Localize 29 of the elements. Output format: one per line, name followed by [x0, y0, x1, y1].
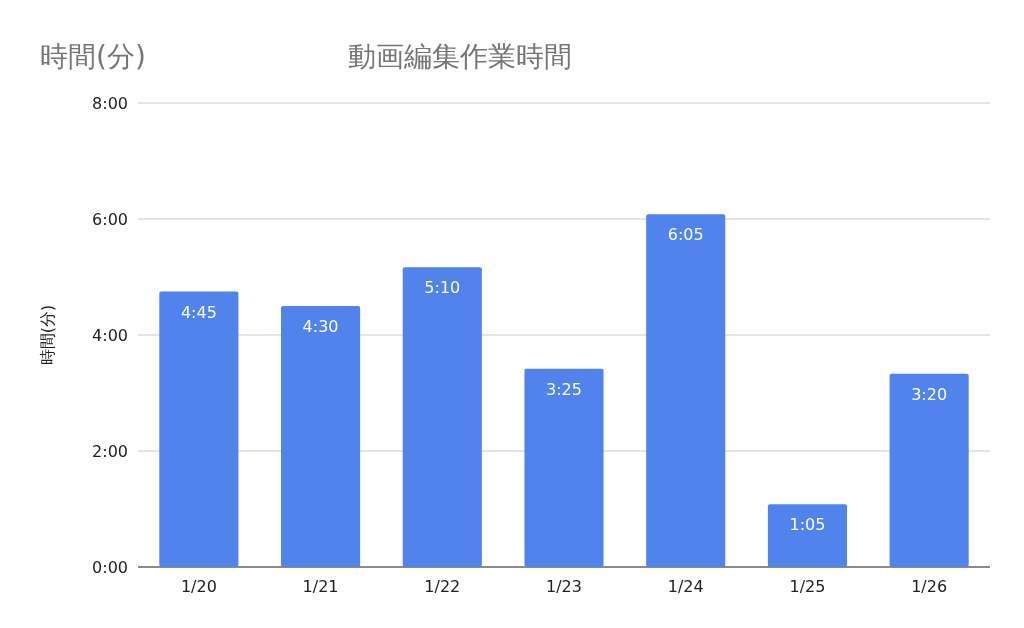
y-tick-label: 0:00 — [92, 558, 128, 577]
bar — [159, 291, 239, 567]
bar — [281, 306, 361, 567]
x-tick-label: 1/20 — [180, 577, 217, 596]
chart-title: 動画編集作業時間 — [348, 40, 572, 73]
x-tick-label: 1/24 — [667, 577, 704, 596]
bar — [402, 267, 482, 567]
y-tick-label: 6:00 — [92, 210, 128, 229]
data-label: 1:05 — [789, 515, 826, 535]
x-tick-label: 1/25 — [789, 577, 826, 596]
bar — [524, 368, 604, 567]
data-label: 3:25 — [546, 379, 582, 399]
data-label: 3:20 — [911, 384, 948, 404]
bar — [646, 214, 726, 567]
data-label: 4:45 — [180, 302, 217, 322]
x-tick-label: 1/21 — [302, 577, 339, 596]
data-label: 5:10 — [424, 278, 461, 298]
x-tick-label: 1/22 — [424, 577, 461, 596]
y-tick-label: 8:00 — [92, 94, 128, 113]
data-label: 6:05 — [667, 225, 704, 245]
y-tick-label: 2:00 — [92, 442, 128, 461]
bar — [889, 373, 969, 567]
data-label: 4:30 — [302, 317, 339, 336]
y-axis-title: 時間(分) — [38, 304, 57, 366]
bar — [767, 504, 847, 567]
x-tick-label: 1/23 — [546, 577, 582, 596]
y-tick-label: 4:00 — [92, 326, 128, 345]
x-tick-label: 1/26 — [911, 577, 948, 596]
text: 時間(分) — [40, 40, 146, 73]
